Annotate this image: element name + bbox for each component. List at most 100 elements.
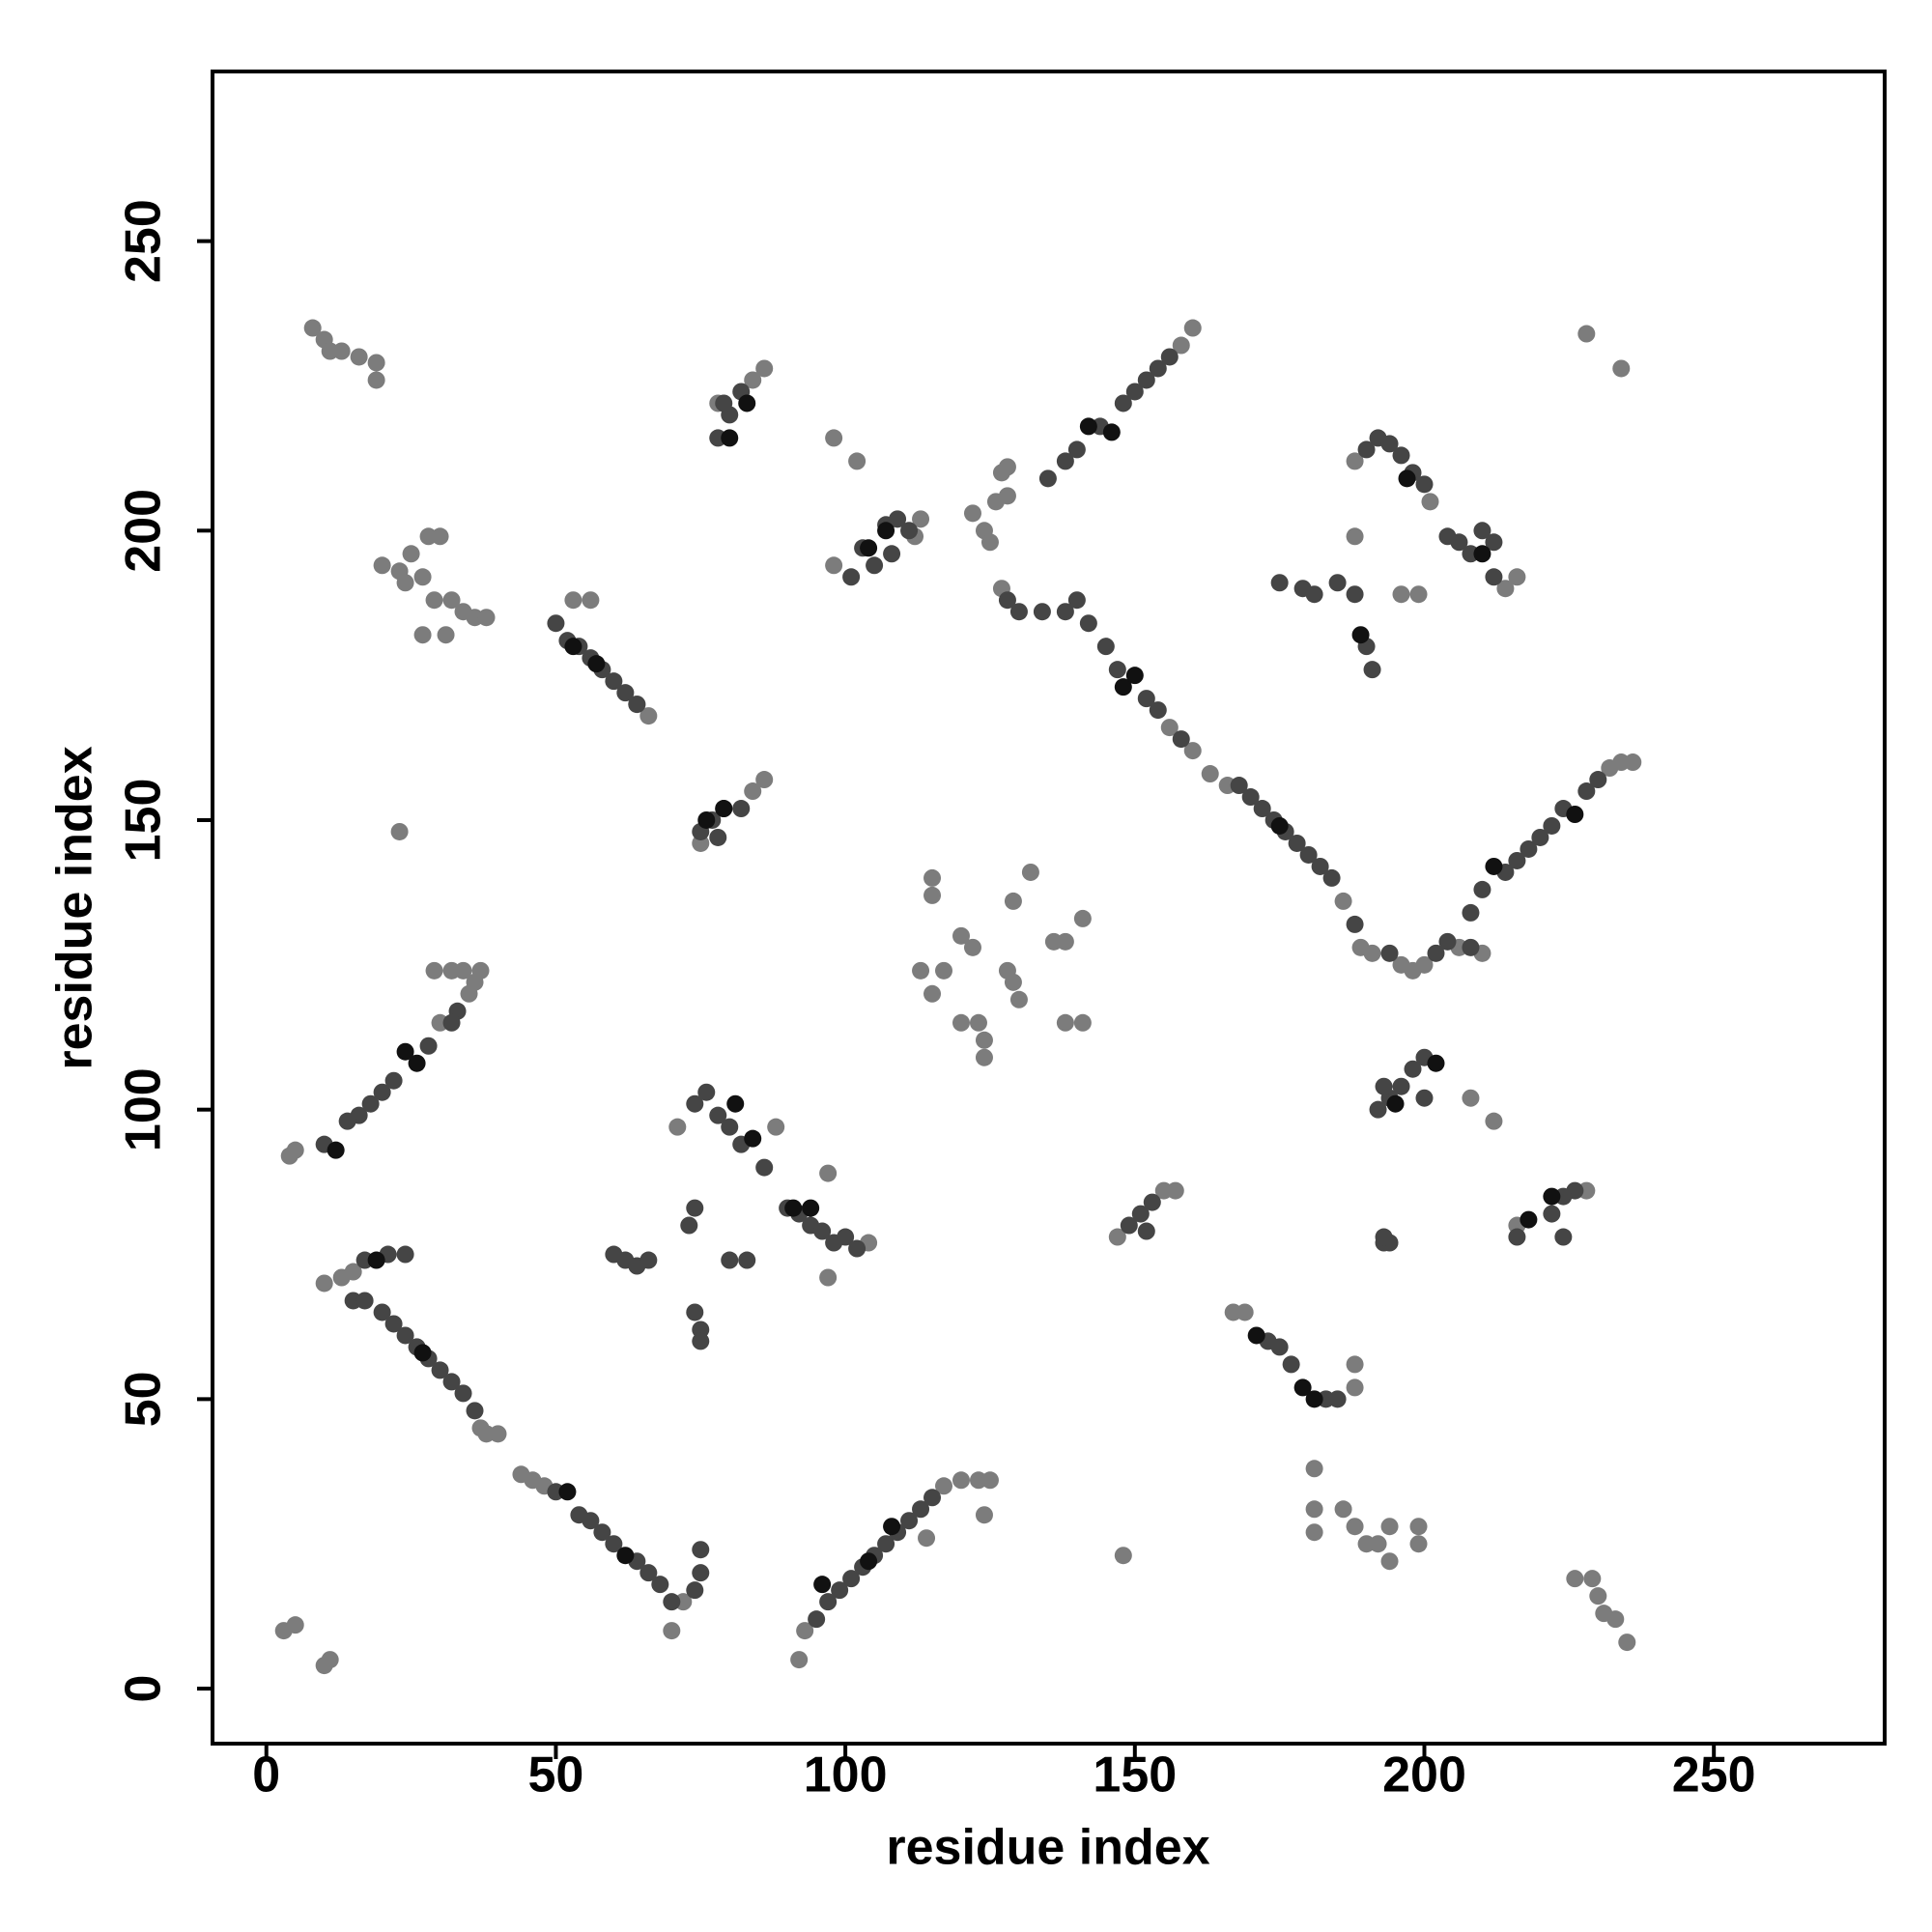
point (721, 429, 739, 447)
point (1589, 1587, 1607, 1605)
point (1253, 800, 1271, 818)
point (1305, 1500, 1323, 1519)
point (1120, 1216, 1138, 1235)
point (842, 1570, 861, 1588)
point (819, 1268, 838, 1287)
point (373, 1303, 391, 1321)
point (767, 1118, 785, 1136)
point (1282, 1355, 1300, 1374)
point (1606, 1610, 1625, 1629)
point (564, 638, 582, 656)
point (1508, 851, 1526, 869)
point (668, 1118, 687, 1136)
point (396, 1326, 414, 1345)
point (466, 1402, 484, 1420)
point (628, 696, 646, 714)
point (709, 828, 727, 846)
point (912, 961, 930, 980)
point (1149, 359, 1167, 378)
point (1346, 1355, 1364, 1374)
point (1375, 1077, 1393, 1095)
point (790, 1651, 809, 1669)
point (1531, 828, 1549, 846)
point (274, 1622, 293, 1640)
point (582, 1512, 600, 1530)
point (639, 1564, 658, 1582)
point (315, 1274, 333, 1293)
point (1485, 857, 1503, 875)
point (1618, 1634, 1636, 1652)
point (1096, 638, 1115, 656)
point (1438, 932, 1457, 951)
point (866, 556, 884, 575)
point (1270, 816, 1289, 835)
point (442, 1013, 461, 1032)
point (1404, 961, 1422, 980)
point (384, 1071, 403, 1090)
point (889, 510, 907, 528)
point (564, 591, 582, 610)
point (738, 394, 756, 412)
point (1380, 944, 1399, 962)
point (344, 1263, 362, 1281)
point (1462, 1089, 1480, 1107)
point (1601, 759, 1619, 778)
point (1056, 932, 1074, 951)
point (732, 800, 751, 818)
point (1004, 973, 1022, 991)
point (1554, 1228, 1573, 1246)
point (338, 1112, 356, 1130)
point (442, 591, 461, 610)
point (935, 1477, 953, 1495)
point (367, 354, 385, 372)
point (431, 1361, 449, 1379)
point (1346, 452, 1364, 470)
point (1009, 603, 1028, 621)
point (697, 810, 716, 829)
point (1183, 742, 1202, 760)
point (998, 591, 1016, 610)
point (813, 1576, 832, 1594)
point (1363, 661, 1381, 679)
point (373, 1083, 391, 1101)
point (1328, 1390, 1347, 1408)
point (912, 1500, 930, 1519)
point (1508, 568, 1526, 586)
x-tick-label: 100 (804, 1747, 888, 1804)
y-tick-label: 0 (116, 1675, 172, 1703)
point (975, 1048, 993, 1066)
point (1566, 806, 1584, 824)
point (663, 1622, 681, 1640)
point (1172, 336, 1190, 355)
point (692, 1541, 710, 1559)
point (1079, 417, 1097, 436)
plot-frame (211, 70, 1887, 1746)
point (408, 1054, 426, 1072)
point (616, 684, 635, 702)
point (1392, 1077, 1410, 1095)
point (1056, 603, 1074, 621)
point (963, 504, 981, 523)
point (361, 1094, 380, 1113)
point (1305, 1460, 1323, 1478)
point (1079, 614, 1097, 633)
point (1583, 1570, 1602, 1588)
point (692, 1564, 710, 1582)
point (1067, 591, 1086, 610)
point (1473, 880, 1492, 898)
point (980, 533, 999, 552)
point (1392, 585, 1410, 604)
point (923, 886, 942, 904)
point (402, 545, 420, 563)
point (384, 1315, 403, 1333)
point (980, 1471, 999, 1490)
point (1612, 359, 1631, 378)
point (1305, 1523, 1323, 1542)
point (1485, 568, 1503, 586)
point (1270, 1338, 1289, 1356)
point (1485, 1112, 1503, 1130)
point (1589, 771, 1607, 789)
point (396, 574, 414, 592)
point (1398, 469, 1416, 488)
